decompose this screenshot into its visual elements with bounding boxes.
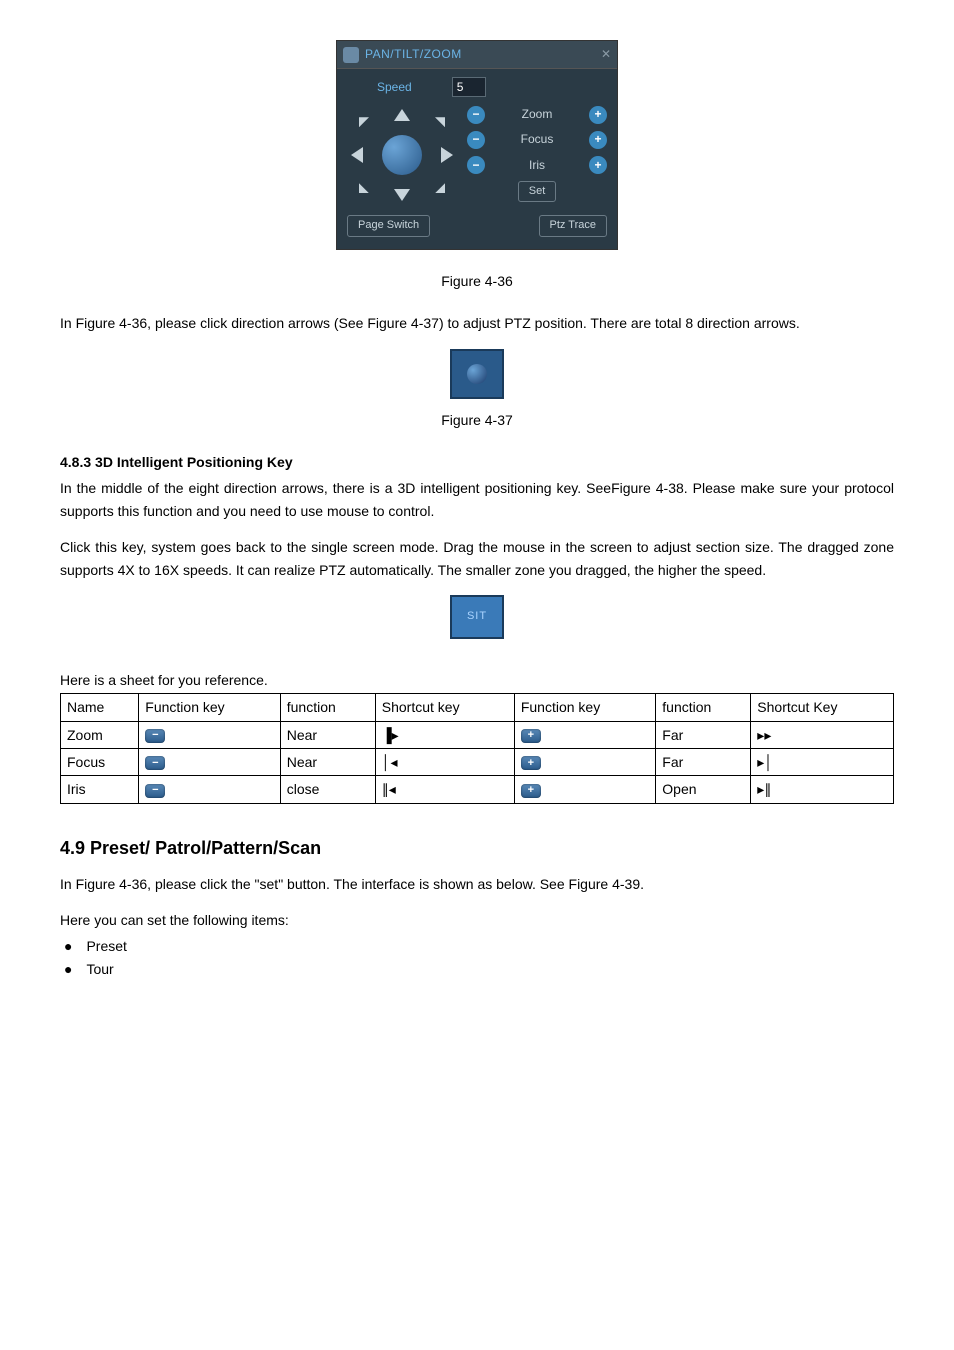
plus-icon: +: [521, 756, 541, 770]
th-name: Name: [61, 694, 139, 721]
focus-plus-button[interactable]: +: [589, 131, 607, 149]
focus-label: Focus: [491, 130, 583, 149]
table-row: Focus − Near │◂ + Far ▸│: [61, 749, 894, 776]
cell-sk1: ∥◂: [375, 776, 514, 803]
minus-icon: −: [145, 729, 165, 743]
table-header-row: Name Function key function Shortcut key …: [61, 694, 894, 721]
table-row: Zoom − Near ▐▸ + Far ▸▸: [61, 721, 894, 748]
arrow-upright-icon[interactable]: [435, 117, 445, 127]
zoom-label: Zoom: [491, 105, 583, 124]
figure-4-36-caption: Figure 4-36: [60, 270, 894, 292]
arrow-down-icon[interactable]: [394, 189, 410, 201]
section-4-9-title: 4.9 Preset/ Patrol/Pattern/Scan: [60, 834, 894, 863]
cell-sk1: ▐▸: [375, 721, 514, 748]
th-fk2: Function key: [514, 694, 655, 721]
ptz-trace-button[interactable]: Ptz Trace: [539, 215, 607, 237]
figure-4-37-image: [450, 349, 504, 399]
cell-fn2: Far: [656, 749, 751, 776]
sit-key[interactable]: [382, 135, 422, 175]
cell-fn1: Near: [280, 721, 375, 748]
figure-4-37-caption: Figure 4-37: [60, 409, 894, 431]
cell-fn2: Open: [656, 776, 751, 803]
iris-plus-button[interactable]: +: [589, 156, 607, 174]
section-4-8-3-p1: In the middle of the eight direction arr…: [60, 477, 894, 522]
ptz-panel: PAN/TILT/ZOOM ✕ Speed − Zo: [336, 40, 618, 250]
arrow-left-icon[interactable]: [351, 147, 363, 163]
plus-icon: +: [521, 784, 541, 798]
section-4-9-p2: Here you can set the following items:: [60, 909, 894, 931]
section-4-9-p1: In Figure 4-36, please click the "set" b…: [60, 873, 894, 895]
arrow-upleft-icon[interactable]: [359, 117, 369, 127]
cell-fn1: Near: [280, 749, 375, 776]
arrow-downleft-icon[interactable]: [359, 183, 369, 193]
list-item: Tour: [64, 958, 894, 980]
sit-image: SIT: [450, 595, 504, 639]
speed-input[interactable]: [452, 77, 486, 97]
arrow-up-icon[interactable]: [394, 109, 410, 121]
iris-label: Iris: [491, 156, 583, 175]
ptz-title: PAN/TILT/ZOOM: [365, 45, 462, 64]
cell-sk2: ▸│: [751, 749, 894, 776]
th-sk1: Shortcut key: [375, 694, 514, 721]
arrow-downright-icon[interactable]: [435, 183, 445, 193]
section-4-8-3-title: 4.8.3 3D Intelligent Positioning Key: [60, 451, 894, 473]
set-button[interactable]: Set: [518, 181, 557, 203]
cell-fn2: Far: [656, 721, 751, 748]
section-4-8-3-p2: Click this key, system goes back to the …: [60, 536, 894, 581]
reference-table: Name Function key function Shortcut key …: [60, 693, 894, 804]
close-icon[interactable]: ✕: [601, 45, 611, 64]
sit-label: SIT: [467, 608, 487, 626]
cell-fn1: close: [280, 776, 375, 803]
th-fn2: function: [656, 694, 751, 721]
cell-name: Focus: [61, 749, 139, 776]
cell-sk2: ▸∥: [751, 776, 894, 803]
reference-intro: Here is a sheet for you reference.: [60, 669, 894, 691]
table-row: Iris − close ∥◂ + Open ▸∥: [61, 776, 894, 803]
cell-sk1: │◂: [375, 749, 514, 776]
ptz-titlebar: PAN/TILT/ZOOM ✕: [337, 41, 617, 69]
focus-minus-button[interactable]: −: [467, 131, 485, 149]
list-item: Preset: [64, 935, 894, 957]
direction-joystick[interactable]: [347, 105, 457, 205]
minus-icon: −: [145, 756, 165, 770]
zoom-plus-button[interactable]: +: [589, 106, 607, 124]
paragraph-1: In Figure 4-36, please click direction a…: [60, 312, 894, 334]
cell-sk2: ▸▸: [751, 721, 894, 748]
arrow-right-icon[interactable]: [441, 147, 453, 163]
iris-minus-button[interactable]: −: [467, 156, 485, 174]
th-fn1: function: [280, 694, 375, 721]
cell-name: Zoom: [61, 721, 139, 748]
plus-icon: +: [521, 729, 541, 743]
bullet-list: Preset Tour: [60, 935, 894, 980]
cell-name: Iris: [61, 776, 139, 803]
zoom-minus-button[interactable]: −: [467, 106, 485, 124]
page-switch-button[interactable]: Page Switch: [347, 215, 430, 237]
th-sk2: Shortcut Key: [751, 694, 894, 721]
minus-icon: −: [145, 784, 165, 798]
speed-label: Speed: [377, 78, 412, 97]
th-fk1: Function key: [139, 694, 280, 721]
camera-icon: [343, 47, 359, 63]
